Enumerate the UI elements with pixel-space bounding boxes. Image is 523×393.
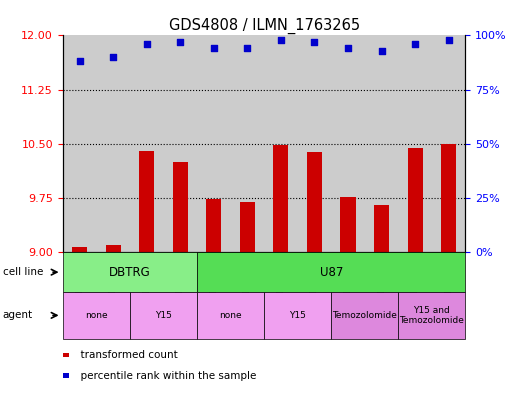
Text: none: none — [85, 311, 108, 320]
Bar — [197, 35, 231, 252]
Point — [277, 37, 285, 43]
Bar — [432, 35, 465, 252]
Bar — [72, 247, 87, 252]
Point — [310, 39, 319, 45]
Title: GDS4808 / ILMN_1763265: GDS4808 / ILMN_1763265 — [168, 18, 360, 34]
Bar — [340, 197, 356, 252]
Text: U87: U87 — [320, 266, 343, 279]
Text: agent: agent — [3, 310, 33, 320]
Bar — [130, 35, 163, 252]
Bar — [331, 35, 365, 252]
Bar — [441, 144, 456, 252]
Text: Y15 and
Temozolomide: Y15 and Temozolomide — [400, 306, 464, 325]
Text: none: none — [219, 311, 242, 320]
Text: transformed count: transformed count — [74, 350, 178, 360]
Text: cell line: cell line — [3, 267, 43, 277]
Point — [176, 39, 185, 45]
Bar — [240, 202, 255, 252]
Bar — [106, 245, 121, 252]
Bar — [163, 35, 197, 252]
Bar — [264, 35, 298, 252]
Point — [109, 54, 117, 60]
Bar — [374, 204, 389, 252]
Text: percentile rank within the sample: percentile rank within the sample — [74, 371, 257, 381]
Point — [142, 41, 151, 47]
Bar — [63, 35, 96, 252]
Bar — [365, 35, 399, 252]
Bar — [399, 35, 432, 252]
Bar — [407, 148, 423, 252]
Text: DBTRG: DBTRG — [109, 266, 151, 279]
Text: Y15: Y15 — [155, 311, 172, 320]
Point — [411, 41, 419, 47]
Bar — [307, 152, 322, 252]
Bar — [206, 200, 221, 252]
Bar — [96, 35, 130, 252]
Bar — [231, 35, 264, 252]
Bar — [274, 145, 289, 252]
Point — [344, 45, 352, 51]
Point — [210, 45, 218, 51]
Point — [243, 45, 252, 51]
Point — [445, 37, 453, 43]
Bar — [173, 162, 188, 252]
Point — [378, 48, 386, 54]
Bar — [139, 151, 154, 252]
Text: Temozolomide: Temozolomide — [332, 311, 397, 320]
Point — [75, 58, 84, 64]
Text: Y15: Y15 — [289, 311, 306, 320]
Bar — [298, 35, 331, 252]
